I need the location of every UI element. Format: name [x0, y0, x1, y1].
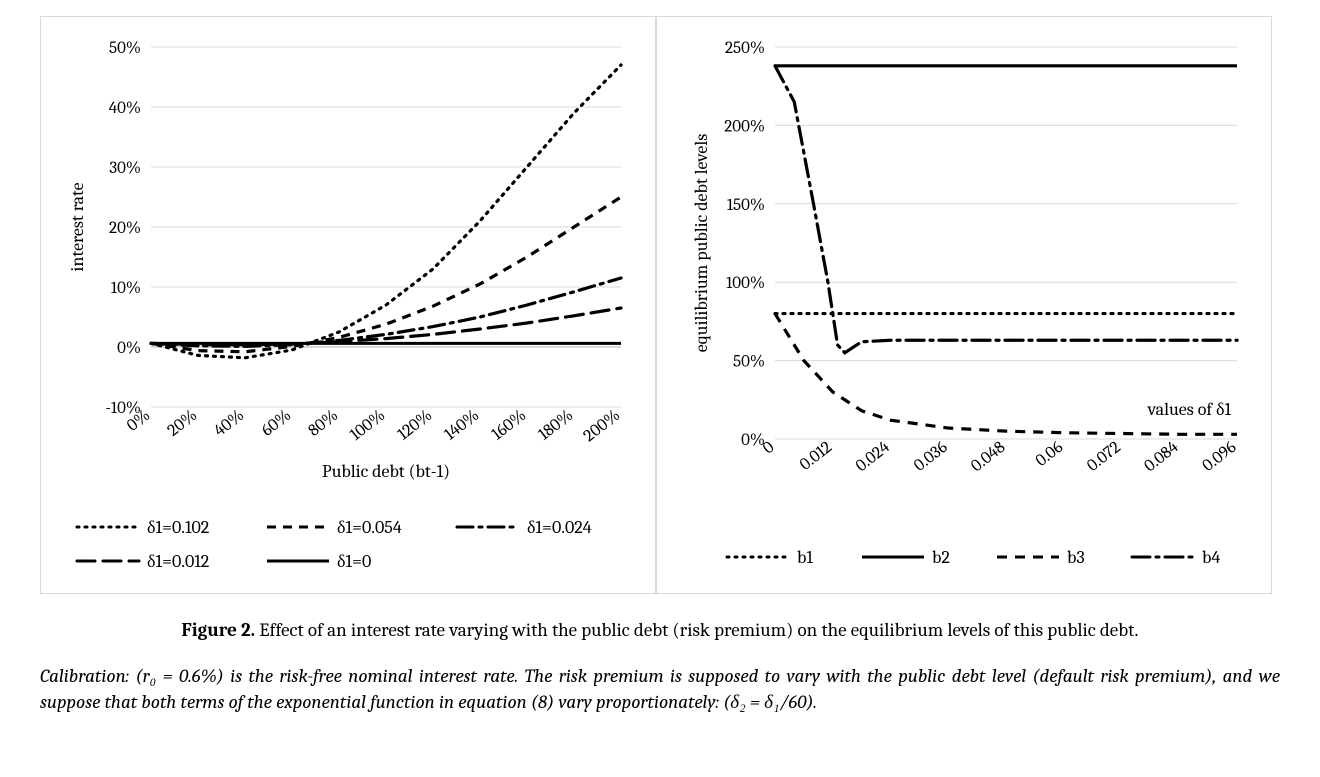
- svg-text:δ1=0.012: δ1=0.012: [147, 551, 209, 572]
- svg-text:30%: 30%: [109, 159, 141, 178]
- svg-text:200%: 200%: [724, 117, 765, 136]
- svg-text:interest rate: interest rate: [67, 182, 88, 271]
- svg-text:50%: 50%: [733, 353, 765, 372]
- left-chart-svg: -10%0%10%20%30%40%50%0%20%40%60%80%100%1…: [41, 17, 657, 595]
- calibration-note: Calibration: (r₀ = 0.6%) is the risk-fre…: [40, 663, 1280, 716]
- svg-text:0: 0: [759, 438, 778, 459]
- figure-caption-text: Effect of an interest rate varying with …: [259, 619, 1138, 641]
- figure-caption: Figure 2. Effect of an interest rate var…: [40, 616, 1280, 645]
- svg-text:0.084: 0.084: [1141, 438, 1183, 477]
- svg-text:160%: 160%: [488, 406, 530, 444]
- svg-text:0%: 0%: [117, 339, 141, 358]
- svg-text:250%: 250%: [725, 39, 765, 58]
- figure-panels: -10%0%10%20%30%40%50%0%20%40%60%80%100%1…: [40, 16, 1280, 594]
- right-chart-svg: 0%50%100%150%200%250%00.0120.0240.0360.0…: [657, 17, 1273, 595]
- svg-text:180%: 180%: [535, 406, 577, 445]
- svg-text:b1: b1: [797, 547, 813, 568]
- svg-text:40%: 40%: [109, 99, 141, 118]
- svg-text:0.072: 0.072: [1084, 438, 1125, 476]
- svg-text:δ1=0: δ1=0: [337, 551, 371, 572]
- svg-text:0.012: 0.012: [796, 438, 835, 475]
- svg-text:120%: 120%: [394, 406, 436, 444]
- right-chart-panel: 0%50%100%150%200%250%00.0120.0240.0360.0…: [656, 16, 1272, 594]
- svg-text:20%: 20%: [164, 406, 201, 441]
- svg-text:100%: 100%: [347, 406, 389, 445]
- svg-text:40%: 40%: [211, 406, 248, 441]
- svg-text:0.06: 0.06: [1032, 438, 1067, 471]
- svg-text:δ1=0.024: δ1=0.024: [527, 517, 592, 538]
- svg-text:values of δ1: values of δ1: [1147, 399, 1232, 420]
- svg-text:20%: 20%: [109, 219, 141, 238]
- svg-text:50%: 50%: [109, 39, 141, 58]
- svg-text:200%: 200%: [580, 406, 624, 446]
- svg-text:equilibrium public debt levels: equilibrium public debt levels: [691, 134, 712, 353]
- svg-text:140%: 140%: [441, 406, 483, 445]
- figure-label: Figure 2.: [182, 619, 256, 641]
- svg-text:0.096: 0.096: [1199, 438, 1240, 476]
- svg-text:100%: 100%: [726, 274, 765, 293]
- svg-text:0.024: 0.024: [852, 438, 894, 476]
- svg-text:150%: 150%: [727, 196, 765, 215]
- svg-text:0.036: 0.036: [911, 438, 952, 476]
- svg-text:δ1=0.054: δ1=0.054: [337, 517, 402, 538]
- svg-text:60%: 60%: [258, 406, 295, 441]
- svg-text:b2: b2: [932, 547, 950, 568]
- svg-text:80%: 80%: [305, 406, 342, 441]
- left-chart-panel: -10%0%10%20%30%40%50%0%20%40%60%80%100%1…: [40, 16, 656, 594]
- svg-text:b4: b4: [1202, 547, 1220, 568]
- svg-text:Public debt (bt-1): Public debt (bt-1): [322, 461, 450, 482]
- svg-text:δ1=0.102: δ1=0.102: [147, 517, 209, 538]
- svg-text:0.048: 0.048: [968, 438, 1009, 476]
- svg-text:b3: b3: [1067, 547, 1085, 568]
- svg-text:10%: 10%: [111, 279, 141, 298]
